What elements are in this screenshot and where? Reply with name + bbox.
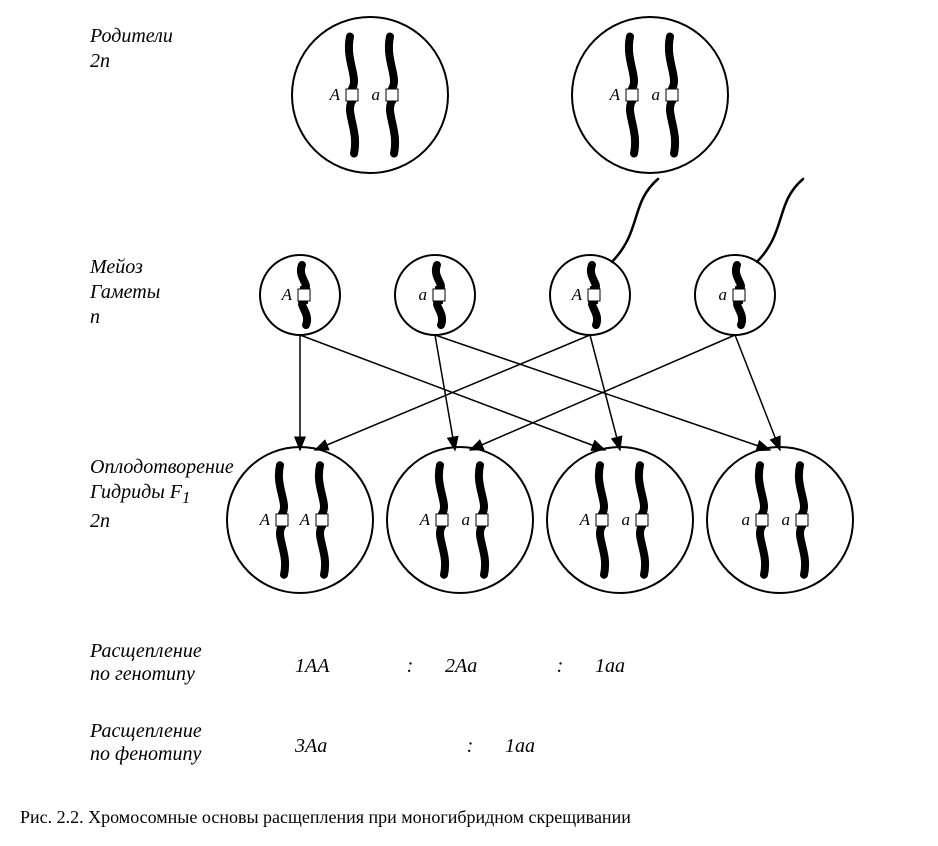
caption-prefix: Рис. 2.2. <box>20 807 84 827</box>
svg-text:a: a <box>719 285 728 304</box>
svg-text:a: a <box>782 510 791 529</box>
svg-text:A: A <box>281 285 293 304</box>
svg-text:a: a <box>622 510 631 529</box>
svg-text:A: A <box>419 510 431 529</box>
svg-text:A: A <box>609 85 621 104</box>
svg-text:a: a <box>652 85 661 104</box>
svg-text:A: A <box>299 510 311 529</box>
svg-text:a: a <box>419 285 428 304</box>
figure-caption: Рис. 2.2. Хромосомные основы расщепления… <box>20 807 631 828</box>
caption-text: Хромосомные основы расщепления при моног… <box>88 807 631 827</box>
svg-text:a: a <box>372 85 381 104</box>
svg-text:A: A <box>329 85 341 104</box>
svg-text:A: A <box>571 285 583 304</box>
svg-text:A: A <box>259 510 271 529</box>
svg-text:A: A <box>579 510 591 529</box>
svg-text:a: a <box>462 510 471 529</box>
figure-page: Родители 2n Мейоз Гаметы n Оплодотворени… <box>0 0 938 846</box>
svg-text:a: a <box>742 510 751 529</box>
chromosome-diagram: Aa Aa Aa Aa A A Aa Aa a a <box>0 0 938 810</box>
